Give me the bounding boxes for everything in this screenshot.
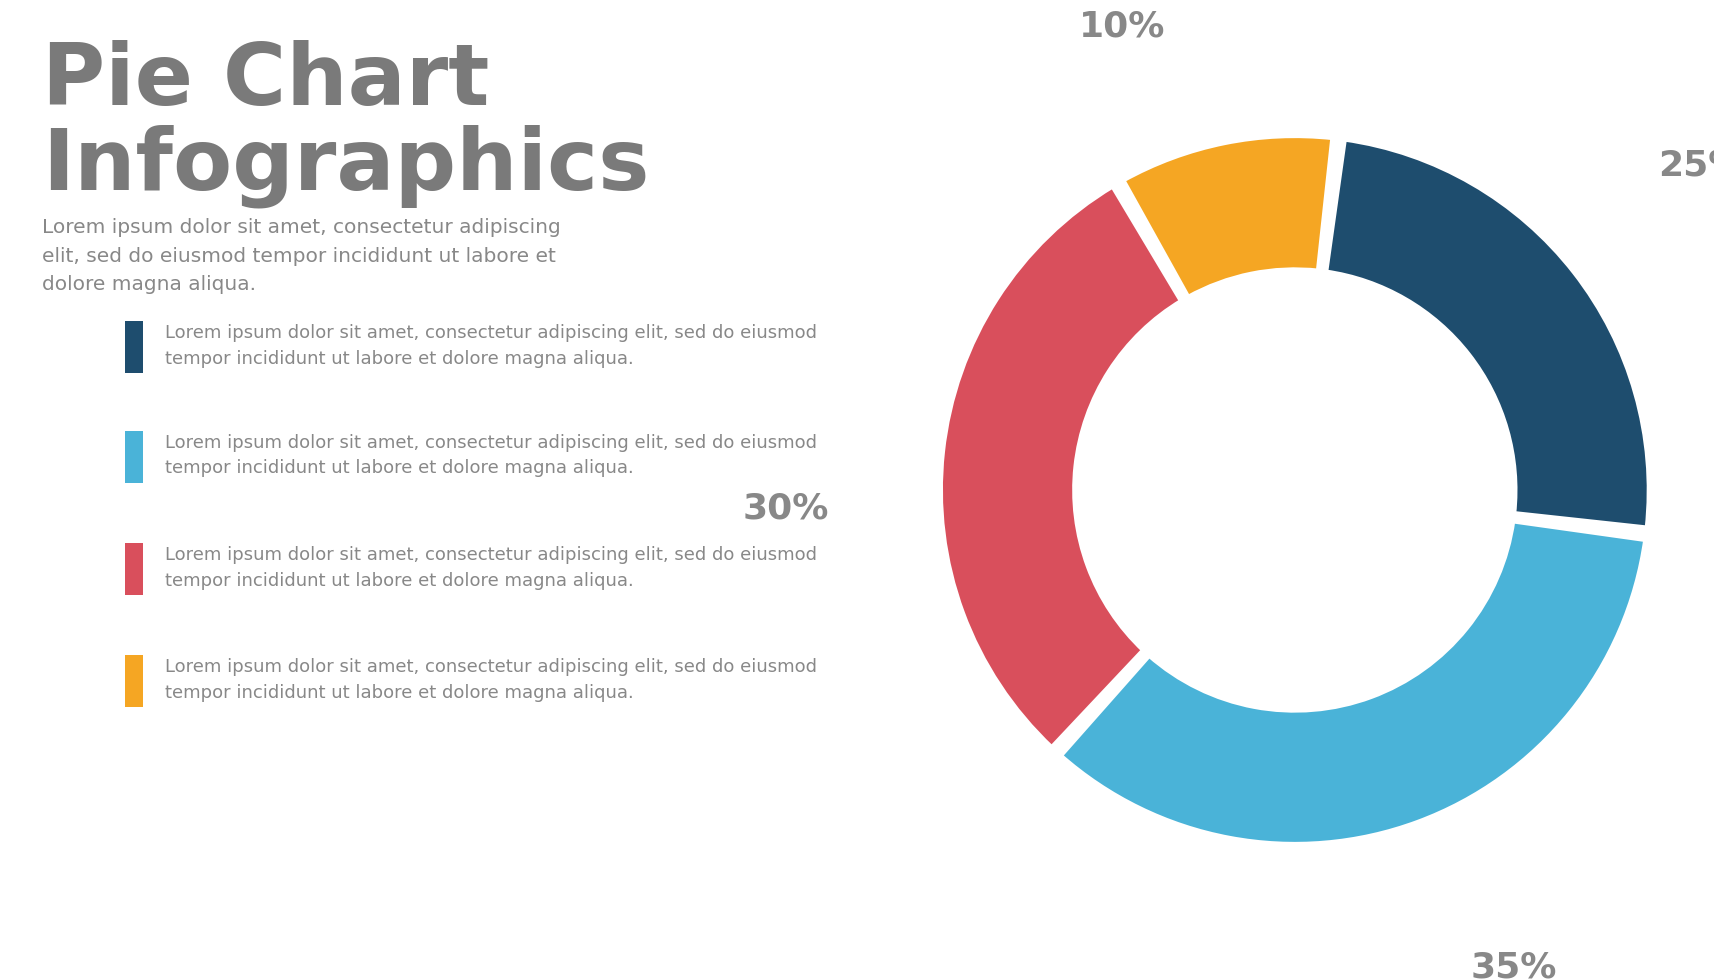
FancyBboxPatch shape	[125, 321, 142, 373]
Text: Lorem ipsum dolor sit amet, consectetur adipiscing elit, sed do eiusmod
tempor i: Lorem ipsum dolor sit amet, consectetur …	[165, 434, 816, 477]
Text: Lorem ipsum dolor sit amet, consectetur adipiscing
elit, sed do eiusmod tempor i: Lorem ipsum dolor sit amet, consectetur …	[41, 218, 560, 295]
Text: 25%: 25%	[1657, 149, 1714, 182]
Text: Lorem ipsum dolor sit amet, consectetur adipiscing elit, sed do eiusmod
tempor i: Lorem ipsum dolor sit amet, consectetur …	[165, 658, 816, 702]
Wedge shape	[939, 185, 1181, 748]
FancyBboxPatch shape	[125, 656, 142, 708]
Wedge shape	[1325, 139, 1649, 528]
FancyBboxPatch shape	[125, 431, 142, 483]
Text: 10%: 10%	[1078, 10, 1166, 44]
Wedge shape	[1121, 135, 1332, 298]
Text: Infographics: Infographics	[41, 125, 650, 209]
Text: Lorem ipsum dolor sit amet, consectetur adipiscing elit, sed do eiusmod
tempor i: Lorem ipsum dolor sit amet, consectetur …	[165, 323, 816, 368]
FancyBboxPatch shape	[125, 543, 142, 595]
Text: 35%: 35%	[1471, 951, 1556, 980]
Text: Lorem ipsum dolor sit amet, consectetur adipiscing elit, sed do eiusmod
tempor i: Lorem ipsum dolor sit amet, consectetur …	[165, 546, 816, 590]
Wedge shape	[1059, 520, 1645, 845]
Text: Pie Chart: Pie Chart	[41, 40, 488, 123]
Text: 30%: 30%	[742, 492, 828, 526]
